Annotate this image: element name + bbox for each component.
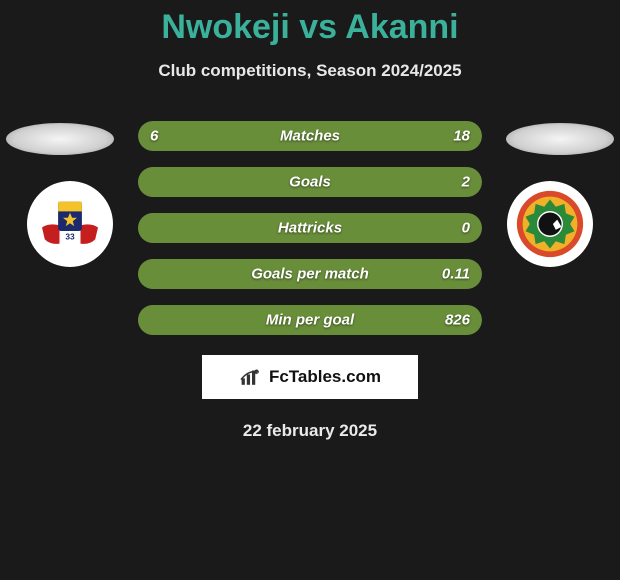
svg-text:33: 33 [65, 231, 75, 241]
club-badge-right [507, 181, 593, 267]
comparison-card: Nwokeji vs Akanni Club competitions, Sea… [0, 0, 620, 441]
page-title: Nwokeji vs Akanni [0, 8, 620, 47]
stat-label: Goals per match [138, 266, 482, 283]
stat-label: Matches [138, 128, 482, 145]
stat-value-right: 826 [445, 312, 470, 329]
stat-rows: Matches6 18 Goals2 Hattricks0 Goals per matc… [138, 121, 482, 335]
stat-value-right: 0 [462, 220, 470, 237]
avatar-placeholder-right [506, 123, 614, 155]
kwara-united-icon [514, 188, 586, 260]
fctables-logo[interactable]: FcTables.com [202, 355, 418, 399]
remo-stars-icon: 33 [35, 189, 105, 259]
stat-row: Hattricks0 [138, 213, 482, 243]
stat-value-right: 18 [453, 128, 470, 145]
stat-label: Min per goal [138, 312, 482, 329]
stat-value-right: 2 [462, 174, 470, 191]
chart-bars-icon [239, 366, 265, 388]
comparison-date: 22 february 2025 [0, 421, 620, 441]
fctables-text: FcTables.com [269, 367, 381, 387]
stat-row: Goals2 [138, 167, 482, 197]
subtitle: Club competitions, Season 2024/2025 [0, 61, 620, 81]
stat-label: Hattricks [138, 220, 482, 237]
stat-row: Min per goal826 [138, 305, 482, 335]
avatar-placeholder-left [6, 123, 114, 155]
stat-label: Goals [138, 174, 482, 191]
stats-area: 33 Matches6 18 Goals2 Hattricks0 Goals per m… [0, 121, 620, 335]
stat-row: Goals per match0.11 [138, 259, 482, 289]
stat-value-left: 6 [150, 128, 158, 145]
stat-row: Matches6 18 [138, 121, 482, 151]
club-badge-left: 33 [27, 181, 113, 267]
stat-value-right: 0.11 [442, 266, 470, 283]
